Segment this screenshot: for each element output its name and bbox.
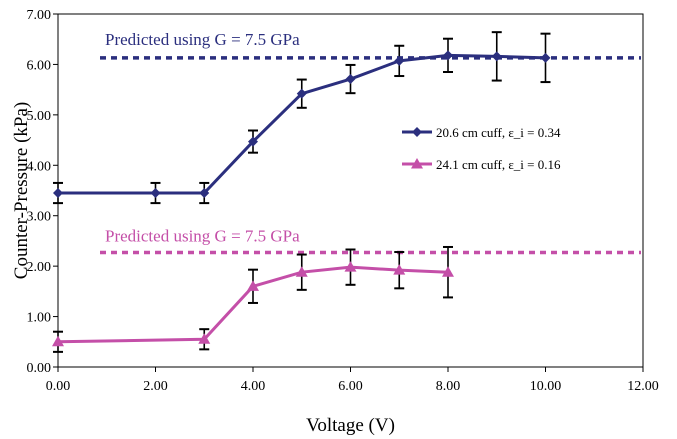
- x-axis: 0.00 2.00 4.00 6.00 8.00 10.00 12.00: [46, 367, 659, 394]
- y-tick-label: 6.00: [27, 58, 52, 73]
- series-line: [58, 53, 546, 195]
- x-tick-label: 8.00: [436, 379, 461, 394]
- y-tick-label: 2.00: [27, 260, 52, 275]
- data-point: [394, 55, 405, 66]
- data-point: [443, 50, 453, 61]
- data-point: [53, 188, 63, 199]
- data-point: [296, 88, 307, 99]
- y-tick-label: 4.00: [27, 159, 52, 174]
- data-point: [150, 188, 161, 199]
- reference-line-label: Predicted using G = 7.5 GPa: [105, 30, 300, 49]
- data-point: [295, 266, 308, 277]
- series-layer: [52, 31, 551, 353]
- data-point: [411, 158, 423, 169]
- y-axis-title: Counter-Pressure (kPa): [11, 102, 32, 279]
- data-point: [393, 264, 406, 275]
- series-2: [52, 245, 454, 353]
- data-point: [52, 335, 64, 347]
- x-tick-label: 4.00: [241, 379, 266, 394]
- x-axis-title: Voltage (V): [306, 415, 395, 436]
- legend-label: 20.6 cm cuff, ε_i = 0.34: [436, 125, 561, 140]
- data-point: [442, 266, 454, 277]
- legend-item: 20.6 cm cuff, ε_i = 0.34: [402, 125, 561, 140]
- data-point: [344, 261, 357, 272]
- data-point: [198, 333, 211, 344]
- y-axis: 0.00 1.00 2.00 3.00 4.00 5.00 6.00 7.00: [27, 8, 58, 376]
- x-tick-label: 2.00: [143, 379, 168, 394]
- legend-item: 24.1 cm cuff, ε_i = 0.16: [402, 157, 561, 172]
- y-tick-label: 0.00: [27, 361, 52, 376]
- y-tick-label: 1.00: [27, 311, 52, 326]
- x-tick-label: 12.00: [627, 379, 659, 394]
- legend: 20.6 cm cuff, ε_i = 0.34 24.1 cm cuff, ε_…: [402, 125, 561, 172]
- legend-label: 24.1 cm cuff, ε_i = 0.16: [436, 157, 561, 172]
- x-tick-label: 10.00: [530, 379, 562, 394]
- data-point: [540, 52, 551, 63]
- x-tick-label: 6.00: [338, 379, 363, 394]
- data-point: [248, 136, 258, 147]
- data-point: [491, 51, 502, 62]
- data-point: [412, 127, 422, 137]
- reference-lines: Predicted using G = 7.5 GPa Predicted usi…: [100, 30, 641, 255]
- data-point: [247, 280, 259, 291]
- y-tick-label: 7.00: [27, 8, 52, 23]
- reference-line-label: Predicted using G = 7.5 GPa: [105, 227, 300, 246]
- series-1: [53, 31, 551, 205]
- data-point: [345, 74, 356, 85]
- x-tick-label: 0.00: [46, 379, 71, 394]
- data-point: [199, 188, 210, 199]
- y-tick-label: 5.00: [27, 109, 52, 124]
- y-tick-label: 3.00: [27, 210, 52, 225]
